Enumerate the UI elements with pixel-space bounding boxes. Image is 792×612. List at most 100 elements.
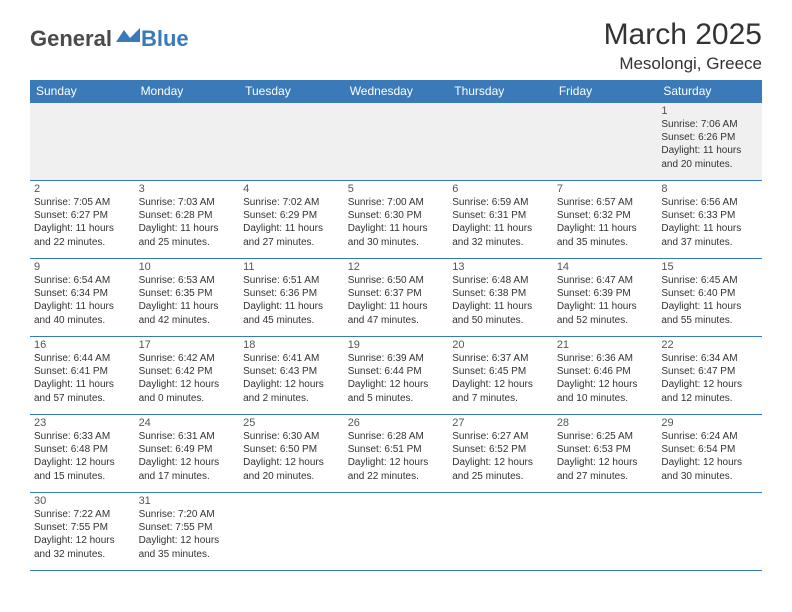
- day-info: Sunrise: 6:24 AMSunset: 6:54 PMDaylight:…: [661, 430, 758, 483]
- day-info: Sunrise: 7:20 AMSunset: 7:55 PMDaylight:…: [139, 508, 236, 561]
- day-cell: 6Sunrise: 6:59 AMSunset: 6:31 PMDaylight…: [448, 181, 553, 259]
- day-number: 3: [139, 183, 236, 195]
- day-number: 16: [34, 339, 131, 351]
- empty-cell: [239, 493, 344, 571]
- day-cell: 15Sunrise: 6:45 AMSunset: 6:40 PMDayligh…: [657, 259, 762, 337]
- day-cell: 11Sunrise: 6:51 AMSunset: 6:36 PMDayligh…: [239, 259, 344, 337]
- day-info: Sunrise: 6:31 AMSunset: 6:49 PMDaylight:…: [139, 430, 236, 483]
- day-info: Sunrise: 6:41 AMSunset: 6:43 PMDaylight:…: [243, 352, 340, 405]
- day-info: Sunrise: 6:42 AMSunset: 6:42 PMDaylight:…: [139, 352, 236, 405]
- calendar-row: 30Sunrise: 7:22 AMSunset: 7:55 PMDayligh…: [30, 493, 762, 571]
- day-number: 6: [452, 183, 549, 195]
- day-number: 29: [661, 417, 758, 429]
- logo-flag-icon: [116, 28, 140, 44]
- day-cell: 28Sunrise: 6:25 AMSunset: 6:53 PMDayligh…: [553, 415, 658, 493]
- day-number: 5: [348, 183, 445, 195]
- logo: General Blue: [30, 26, 189, 52]
- day-cell: 8Sunrise: 6:56 AMSunset: 6:33 PMDaylight…: [657, 181, 762, 259]
- day-number: 1: [661, 105, 758, 117]
- day-cell: 3Sunrise: 7:03 AMSunset: 6:28 PMDaylight…: [135, 181, 240, 259]
- day-number: 31: [139, 495, 236, 507]
- day-cell: 29Sunrise: 6:24 AMSunset: 6:54 PMDayligh…: [657, 415, 762, 493]
- day-cell: 13Sunrise: 6:48 AMSunset: 6:38 PMDayligh…: [448, 259, 553, 337]
- day-info: Sunrise: 6:47 AMSunset: 6:39 PMDaylight:…: [557, 274, 654, 327]
- day-info: Sunrise: 6:33 AMSunset: 6:48 PMDaylight:…: [34, 430, 131, 483]
- day-cell: 9Sunrise: 6:54 AMSunset: 6:34 PMDaylight…: [30, 259, 135, 337]
- day-info: Sunrise: 6:59 AMSunset: 6:31 PMDaylight:…: [452, 196, 549, 249]
- day-info: Sunrise: 6:28 AMSunset: 6:51 PMDaylight:…: [348, 430, 445, 483]
- calendar-body: 1Sunrise: 7:06 AMSunset: 6:26 PMDaylight…: [30, 103, 762, 571]
- empty-cell: [344, 103, 449, 181]
- day-number: 11: [243, 261, 340, 273]
- day-info: Sunrise: 6:50 AMSunset: 6:37 PMDaylight:…: [348, 274, 445, 327]
- day-cell: 24Sunrise: 6:31 AMSunset: 6:49 PMDayligh…: [135, 415, 240, 493]
- day-info: Sunrise: 6:27 AMSunset: 6:52 PMDaylight:…: [452, 430, 549, 483]
- header: General Blue March 2025 Mesolongi, Greec…: [30, 18, 762, 74]
- day-number: 2: [34, 183, 131, 195]
- weekday-header: Tuesday: [239, 80, 344, 103]
- day-cell: 23Sunrise: 6:33 AMSunset: 6:48 PMDayligh…: [30, 415, 135, 493]
- day-number: 4: [243, 183, 340, 195]
- day-number: 22: [661, 339, 758, 351]
- empty-cell: [344, 493, 449, 571]
- day-cell: 2Sunrise: 7:05 AMSunset: 6:27 PMDaylight…: [30, 181, 135, 259]
- day-cell: 4Sunrise: 7:02 AMSunset: 6:29 PMDaylight…: [239, 181, 344, 259]
- empty-cell: [30, 103, 135, 181]
- day-cell: 16Sunrise: 6:44 AMSunset: 6:41 PMDayligh…: [30, 337, 135, 415]
- day-cell: 31Sunrise: 7:20 AMSunset: 7:55 PMDayligh…: [135, 493, 240, 571]
- month-title: March 2025: [604, 18, 762, 52]
- day-info: Sunrise: 6:36 AMSunset: 6:46 PMDaylight:…: [557, 352, 654, 405]
- empty-cell: [553, 103, 658, 181]
- day-number: 25: [243, 417, 340, 429]
- day-number: 27: [452, 417, 549, 429]
- day-cell: 19Sunrise: 6:39 AMSunset: 6:44 PMDayligh…: [344, 337, 449, 415]
- day-info: Sunrise: 6:48 AMSunset: 6:38 PMDaylight:…: [452, 274, 549, 327]
- day-number: 20: [452, 339, 549, 351]
- day-number: 19: [348, 339, 445, 351]
- day-number: 24: [139, 417, 236, 429]
- day-info: Sunrise: 6:54 AMSunset: 6:34 PMDaylight:…: [34, 274, 131, 327]
- day-number: 23: [34, 417, 131, 429]
- empty-cell: [135, 103, 240, 181]
- day-cell: 12Sunrise: 6:50 AMSunset: 6:37 PMDayligh…: [344, 259, 449, 337]
- day-info: Sunrise: 6:25 AMSunset: 6:53 PMDaylight:…: [557, 430, 654, 483]
- empty-cell: [448, 493, 553, 571]
- weekday-header: Saturday: [657, 80, 762, 103]
- day-number: 26: [348, 417, 445, 429]
- day-info: Sunrise: 6:34 AMSunset: 6:47 PMDaylight:…: [661, 352, 758, 405]
- empty-cell: [553, 493, 658, 571]
- day-cell: 20Sunrise: 6:37 AMSunset: 6:45 PMDayligh…: [448, 337, 553, 415]
- day-info: Sunrise: 6:39 AMSunset: 6:44 PMDaylight:…: [348, 352, 445, 405]
- weekday-header: Sunday: [30, 80, 135, 103]
- day-info: Sunrise: 6:37 AMSunset: 6:45 PMDaylight:…: [452, 352, 549, 405]
- day-number: 28: [557, 417, 654, 429]
- day-info: Sunrise: 6:44 AMSunset: 6:41 PMDaylight:…: [34, 352, 131, 405]
- day-info: Sunrise: 6:56 AMSunset: 6:33 PMDaylight:…: [661, 196, 758, 249]
- day-number: 9: [34, 261, 131, 273]
- calendar-row: 16Sunrise: 6:44 AMSunset: 6:41 PMDayligh…: [30, 337, 762, 415]
- day-info: Sunrise: 6:53 AMSunset: 6:35 PMDaylight:…: [139, 274, 236, 327]
- day-number: 18: [243, 339, 340, 351]
- day-cell: 14Sunrise: 6:47 AMSunset: 6:39 PMDayligh…: [553, 259, 658, 337]
- day-info: Sunrise: 7:22 AMSunset: 7:55 PMDaylight:…: [34, 508, 131, 561]
- day-cell: 26Sunrise: 6:28 AMSunset: 6:51 PMDayligh…: [344, 415, 449, 493]
- empty-cell: [657, 493, 762, 571]
- day-number: 14: [557, 261, 654, 273]
- day-cell: 22Sunrise: 6:34 AMSunset: 6:47 PMDayligh…: [657, 337, 762, 415]
- weekday-header: Friday: [553, 80, 658, 103]
- day-cell: 25Sunrise: 6:30 AMSunset: 6:50 PMDayligh…: [239, 415, 344, 493]
- day-cell: 18Sunrise: 6:41 AMSunset: 6:43 PMDayligh…: [239, 337, 344, 415]
- day-info: Sunrise: 6:57 AMSunset: 6:32 PMDaylight:…: [557, 196, 654, 249]
- weekday-header: Monday: [135, 80, 240, 103]
- day-cell: 10Sunrise: 6:53 AMSunset: 6:35 PMDayligh…: [135, 259, 240, 337]
- day-number: 13: [452, 261, 549, 273]
- day-cell: 5Sunrise: 7:00 AMSunset: 6:30 PMDaylight…: [344, 181, 449, 259]
- location: Mesolongi, Greece: [604, 54, 762, 74]
- day-info: Sunrise: 7:06 AMSunset: 6:26 PMDaylight:…: [661, 118, 758, 171]
- calendar-table: SundayMondayTuesdayWednesdayThursdayFrid…: [30, 80, 762, 571]
- calendar-row: 1Sunrise: 7:06 AMSunset: 6:26 PMDaylight…: [30, 103, 762, 181]
- day-number: 8: [661, 183, 758, 195]
- day-cell: 21Sunrise: 6:36 AMSunset: 6:46 PMDayligh…: [553, 337, 658, 415]
- day-cell: 30Sunrise: 7:22 AMSunset: 7:55 PMDayligh…: [30, 493, 135, 571]
- calendar-row: 9Sunrise: 6:54 AMSunset: 6:34 PMDaylight…: [30, 259, 762, 337]
